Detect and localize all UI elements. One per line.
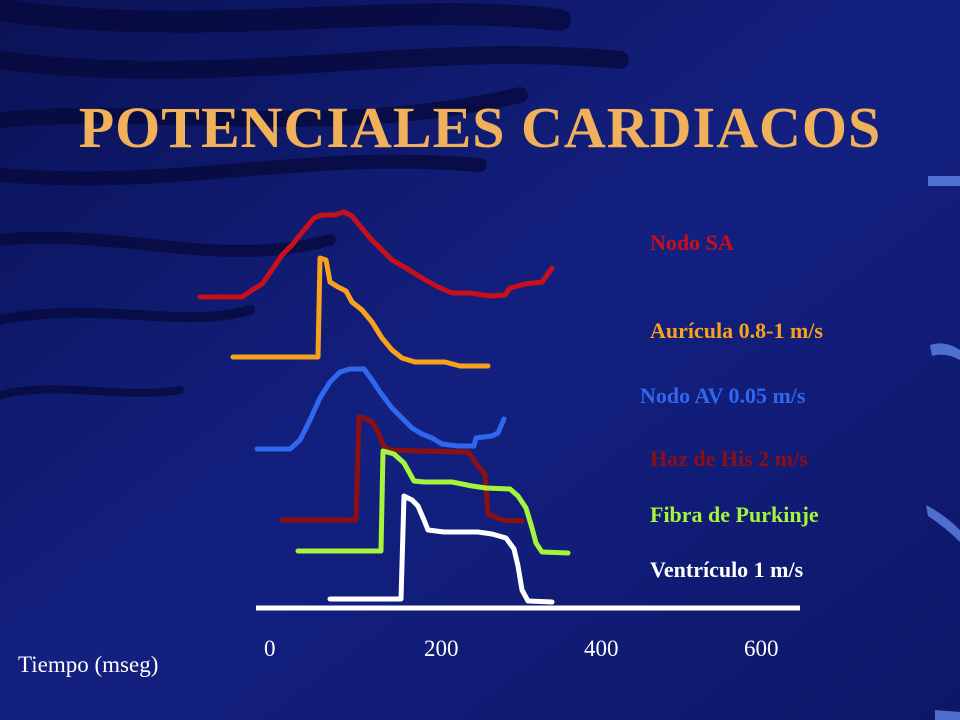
label-fibra-purkinje: Fibra de Purkinje [650,502,819,527]
axis-tick-600: 600 [744,636,779,661]
page-title: POTENCIALES CARDIACOS [78,95,882,160]
label-nodo-sa: Nodo SA [650,230,734,255]
axis-tick-200: 200 [424,636,459,661]
trace-fibra-purkinje [295,448,571,556]
axis-label: Tiempo (mseg) [18,652,159,677]
label-ventriculo: Ventrículo 1 m/s [650,557,804,582]
trace-haz-de-his [279,414,525,524]
axis-tick-0: 0 [264,636,276,661]
trace-nodo-av [254,366,507,452]
trace-auricula [230,255,491,369]
label-nodo-av: Nodo AV 0.05 m/s [640,383,806,408]
trace-nodo-sa [197,209,555,300]
trace-ventriculo [327,493,555,605]
label-auricula: Aurícula 0.8-1 m/s [650,318,823,343]
axis-tick-400: 400 [584,636,619,661]
label-haz-de-his: Haz de His 2 m/s [650,446,808,471]
